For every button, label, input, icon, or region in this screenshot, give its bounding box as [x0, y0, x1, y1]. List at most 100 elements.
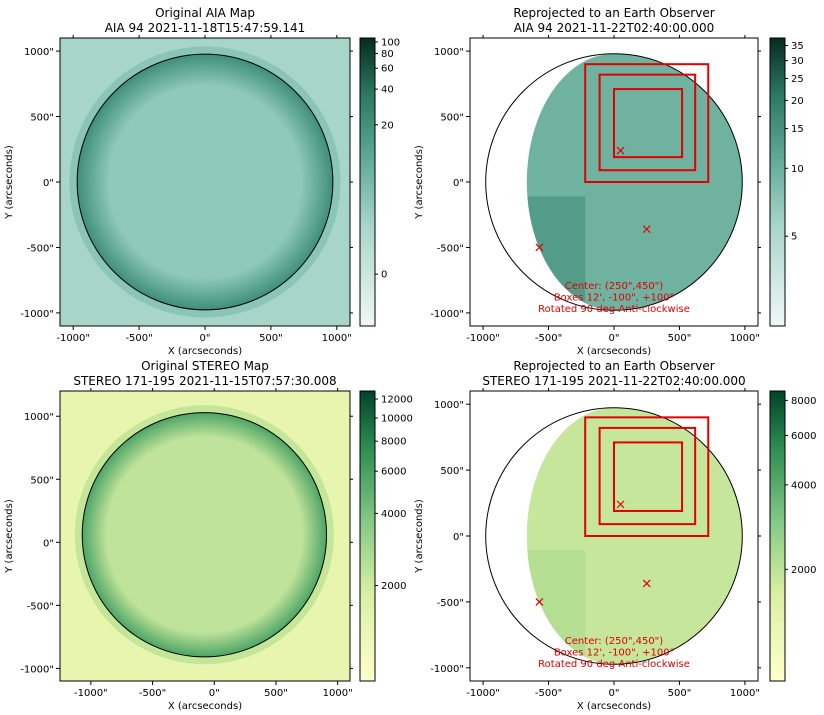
x-tick-label: 1000" — [322, 333, 352, 344]
chart-title: Reprojected to an Earth Observer — [513, 6, 714, 20]
solar-disk — [82, 412, 327, 657]
colorbar-tick-label: 20 — [791, 96, 804, 107]
colorbar-tick-label: 15 — [791, 124, 804, 135]
y-tick-label: -500" — [27, 243, 54, 254]
y-tick-label: 500" — [440, 466, 464, 477]
y-tick-label: 1000" — [24, 47, 54, 58]
x-tick-label: -500" — [535, 688, 562, 699]
colorbar-tick-label: 0 — [381, 270, 387, 281]
y-axis-label: Y (arcseconds) — [4, 499, 15, 574]
marker-x — [616, 146, 625, 155]
chart-title: STEREO 171-195 2021-11-22T02:40:00.000 — [482, 374, 745, 388]
roi-box — [584, 416, 710, 538]
colorbar — [359, 37, 376, 327]
x-tick-label: 0" — [209, 688, 220, 699]
x-axis-label: X (arcseconds) — [577, 701, 651, 712]
y-tick-label: -500" — [27, 601, 54, 612]
y-tick-label: 0" — [43, 178, 54, 189]
x-tick-label: -1000" — [56, 333, 90, 344]
y-tick-label: -1000" — [430, 664, 464, 675]
chart-title: Reprojected to an Earth Observer — [513, 359, 714, 373]
marker-stroke — [642, 225, 651, 234]
marker-x — [642, 225, 651, 234]
colorbar-tick-label: 40 — [381, 85, 394, 96]
annotation-text: Center: (250",450") — [565, 636, 663, 647]
x-tick-label: 1000" — [730, 688, 760, 699]
colorbar-tick-label: 35 — [791, 41, 804, 52]
y-tick-label: -500" — [437, 243, 464, 254]
colorbar-tick-label: 4000 — [791, 480, 816, 491]
roi-box — [613, 441, 684, 512]
panel-3: -1000" -500" 0" 500" 1000" -1000" -500" 0" 500" 1… — [4, 359, 413, 712]
solar-disk — [77, 54, 333, 310]
marker-x — [535, 243, 544, 252]
marker-stroke — [535, 597, 544, 606]
x-tick-label: -1000" — [466, 333, 500, 344]
panel-4: Center: (250",450")Boxes 12', -100", +10… — [414, 359, 816, 712]
x-tick-label: 0" — [609, 688, 620, 699]
y-tick-label: 0" — [43, 538, 54, 549]
colorbar-tick-label: 6000 — [381, 467, 406, 478]
marker-stroke — [616, 146, 625, 155]
colorbar-tick-label: 8000 — [381, 437, 406, 448]
chart-title: AIA 94 2021-11-22T02:40:00.000 — [514, 21, 715, 35]
y-tick-label: 0" — [453, 178, 464, 189]
limb-circle — [485, 407, 743, 665]
marker-x — [535, 597, 544, 606]
colorbar-tick-label: 10 — [791, 164, 804, 175]
limb-circle — [485, 53, 743, 311]
y-tick-label: -1000" — [430, 309, 464, 320]
roi-box — [598, 73, 697, 172]
colorbar-tick-label: 10000 — [381, 413, 413, 424]
panel-1: -1000" -500" 0" 500" 1000" -1000" -500" 0" 500" 1… — [4, 6, 400, 357]
colorbar-tick-label: 60 — [381, 64, 394, 75]
image-layer — [60, 38, 350, 326]
roi-box — [584, 63, 710, 183]
x-tick-label: -1000" — [74, 688, 108, 699]
annotation-text: Center: (250",450") — [565, 281, 663, 292]
y-tick-label: 0" — [453, 532, 464, 543]
colorbar — [359, 390, 376, 682]
x-axis-label: X (arcseconds) — [168, 701, 242, 712]
y-tick-label: 500" — [30, 475, 54, 486]
colorbar — [769, 37, 786, 327]
chart-title: STEREO 171-195 2021-11-15T07:57:30.008 — [73, 374, 336, 388]
y-tick-label: 1000" — [434, 400, 464, 411]
panel-2: Center: (250",450")Boxes 12', -100", +10… — [414, 6, 804, 357]
colorbar-tick-label: 5 — [791, 232, 797, 243]
y-tick-label: 1000" — [24, 412, 54, 423]
annotation-text: Boxes 12', -100", +100" — [554, 648, 674, 659]
x-tick-label: 500" — [259, 333, 283, 344]
colorbar-tick-label: 6000 — [791, 431, 816, 442]
marker-stroke — [535, 243, 544, 252]
colorbar-tick-label: 8000 — [791, 396, 816, 407]
colorbar-tick-label: 12000 — [381, 395, 413, 406]
roi-box — [613, 88, 684, 159]
x-tick-label: 500" — [668, 333, 692, 344]
y-tick-label: 500" — [30, 113, 54, 124]
marker-x — [616, 500, 625, 509]
colorbar-tick-label: 20 — [381, 120, 394, 131]
colorbar-tick-label: 100 — [381, 37, 400, 48]
y-axis-label: Y (arcseconds) — [414, 499, 425, 574]
chart-title: Original STEREO Map — [141, 359, 269, 373]
marker-stroke — [616, 500, 625, 509]
x-tick-label: -1000" — [466, 688, 500, 699]
x-tick-label: 1000" — [730, 333, 760, 344]
chart-title: Original AIA Map — [155, 6, 255, 20]
colorbar-tick-label: 25 — [791, 74, 804, 85]
x-tick-label: 500" — [668, 688, 692, 699]
y-axis-label: Y (arcseconds) — [414, 145, 425, 220]
y-tick-label: 1000" — [434, 47, 464, 58]
limb-circle — [76, 53, 334, 311]
x-tick-label: 500" — [264, 688, 288, 699]
y-tick-label: -1000" — [20, 309, 54, 320]
x-tick-label: -500" — [535, 333, 562, 344]
roi-box — [598, 426, 697, 526]
chart-title: AIA 94 2021-11-18T15:47:59.141 — [105, 21, 306, 35]
y-tick-label: -1000" — [20, 664, 54, 675]
x-tick-label: -500" — [125, 333, 152, 344]
annotation-text: Boxes 12', -100", +100" — [554, 293, 674, 304]
colorbar-tick-label: 30 — [791, 56, 804, 67]
